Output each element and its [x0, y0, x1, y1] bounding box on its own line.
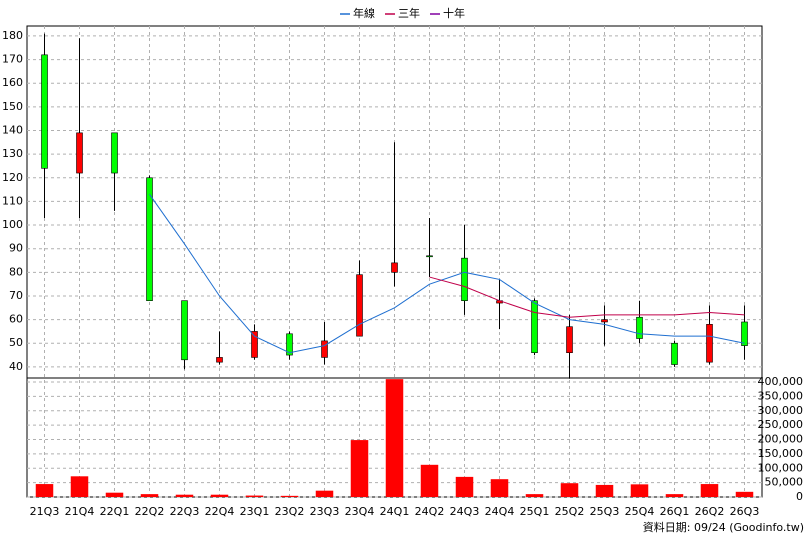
y2-tick-label: 150,000: [758, 447, 804, 460]
x-tick-label: 23Q1: [240, 505, 270, 518]
x-tick-label: 24Q2: [415, 505, 445, 518]
volume-bar: [420, 464, 439, 497]
candle-body: [741, 321, 748, 346]
y-tick-label: 130: [2, 147, 23, 160]
series-line: [429, 276, 745, 318]
x-tick-label: 24Q1: [380, 505, 410, 518]
candle-body: [251, 331, 258, 358]
x-tick-label: 22Q3: [170, 505, 200, 518]
y-tick-label: 110: [2, 194, 23, 207]
x-tick-label: 24Q3: [450, 505, 480, 518]
x-tick-label: 21Q3: [30, 505, 60, 518]
x-tick-label: 23Q4: [345, 505, 375, 518]
volume-bar: [665, 494, 684, 497]
volume-bar: [35, 484, 54, 497]
x-tick-label: 22Q1: [100, 505, 130, 518]
candle-body: [706, 324, 713, 363]
candle-body: [146, 177, 153, 301]
y-tick-label: 50: [9, 336, 23, 349]
y-tick-label: 120: [2, 171, 23, 184]
y2-tick-label: 50,000: [765, 476, 804, 489]
y-tick-label: 140: [2, 123, 23, 136]
volume-bar: [490, 479, 509, 497]
volume-bar: [560, 483, 579, 497]
x-tick-label: 25Q4: [625, 505, 655, 518]
candle-body: [356, 274, 363, 337]
volume-bar: [175, 494, 194, 497]
x-tick-label: 23Q3: [310, 505, 340, 518]
x-tick-label: 25Q2: [555, 505, 585, 518]
candle-body: [636, 316, 643, 339]
y-tick-label: 60: [9, 313, 23, 326]
x-tick-label: 23Q2: [275, 505, 305, 518]
candle-body: [321, 340, 328, 358]
footer: 資料日期: 09/24 (Goodinfo.tw): [643, 520, 804, 534]
candle-body: [531, 300, 538, 354]
x-tick-label: 24Q4: [485, 505, 515, 518]
y-tick-label: 70: [9, 289, 23, 302]
volume-bar: [595, 484, 614, 497]
candle-body: [41, 54, 48, 169]
x-tick-label: 26Q3: [730, 505, 760, 518]
y2-tick-label: 300,000: [758, 404, 804, 417]
x-tick-label: 25Q1: [520, 505, 550, 518]
y2-tick-label: 200,000: [758, 433, 804, 446]
candle-body: [601, 319, 608, 323]
candle-body: [286, 333, 293, 356]
y2-tick-label: 100,000: [758, 461, 804, 474]
y2-tick-label: 250,000: [758, 418, 804, 431]
candle-body: [216, 357, 223, 363]
legend-label: 三年: [398, 6, 420, 20]
volume-bar: [280, 495, 299, 497]
y-tick-label: 100: [2, 218, 23, 231]
y-tick-label: 160: [2, 76, 23, 89]
candle-body: [671, 342, 678, 365]
volume-bar: [350, 440, 369, 497]
candle-body: [111, 132, 118, 174]
y2-tick-label: 0: [796, 490, 803, 503]
x-tick-label: 25Q3: [590, 505, 620, 518]
candle-body: [461, 257, 468, 301]
legend-label: 年線: [353, 6, 375, 20]
y-tick-label: 40: [9, 360, 23, 373]
x-tick-label: 22Q4: [205, 505, 235, 518]
volume-bar: [455, 476, 474, 497]
candle-body: [391, 262, 398, 273]
x-tick-label: 22Q2: [135, 505, 165, 518]
volume-bar: [525, 494, 544, 497]
volume-bar: [105, 492, 124, 497]
y-tick-label: 180: [2, 29, 23, 42]
candle-body: [76, 132, 83, 174]
y-tick-label: 150: [2, 100, 23, 113]
y2-tick-label: 350,000: [758, 389, 804, 402]
series-line: [149, 194, 745, 354]
volume-bar: [210, 494, 229, 497]
x-tick-label: 26Q1: [660, 505, 690, 518]
volume-bar: [735, 491, 754, 497]
candle-body: [181, 300, 188, 361]
candle-body: [566, 326, 573, 354]
volume-bar: [315, 490, 334, 497]
volume-bar: [630, 484, 649, 497]
legend-label: 十年: [443, 6, 465, 20]
x-tick-label: 26Q2: [695, 505, 725, 518]
y-tick-label: 80: [9, 265, 23, 278]
volume-bar: [700, 484, 719, 497]
y2-tick-label: 400,000: [758, 375, 804, 388]
volume-bar: [140, 494, 159, 497]
volume-bar: [70, 476, 89, 497]
x-tick-label: 21Q4: [65, 505, 95, 518]
y-tick-label: 170: [2, 53, 23, 66]
volume-bar: [245, 495, 264, 497]
volume-bar: [385, 379, 404, 497]
y-tick-label: 90: [9, 242, 23, 255]
candle-body: [426, 255, 433, 258]
